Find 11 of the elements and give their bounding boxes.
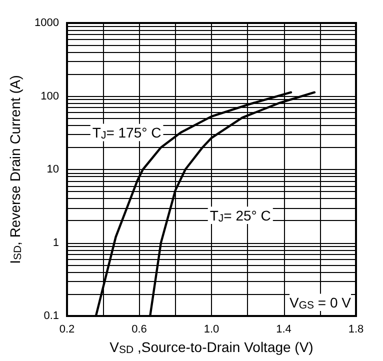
x-tick-label: 1.4 bbox=[276, 324, 292, 336]
y-tick-label: 0.1 bbox=[44, 310, 60, 322]
x-tick-label: 0.6 bbox=[132, 324, 147, 336]
x-tick-label: 0.2 bbox=[59, 324, 75, 336]
x-tick-label: 1.0 bbox=[204, 324, 220, 336]
y-tick-label: 1 bbox=[52, 236, 60, 249]
y-tick-label: 10 bbox=[46, 164, 60, 176]
y-axis-title: ISD, Reverse Drain Current (A) bbox=[7, 75, 24, 264]
y-tick-label: 1000 bbox=[34, 17, 60, 29]
y-tick-label: 100 bbox=[40, 90, 60, 102]
x-tick-label: 1.8 bbox=[348, 324, 364, 336]
